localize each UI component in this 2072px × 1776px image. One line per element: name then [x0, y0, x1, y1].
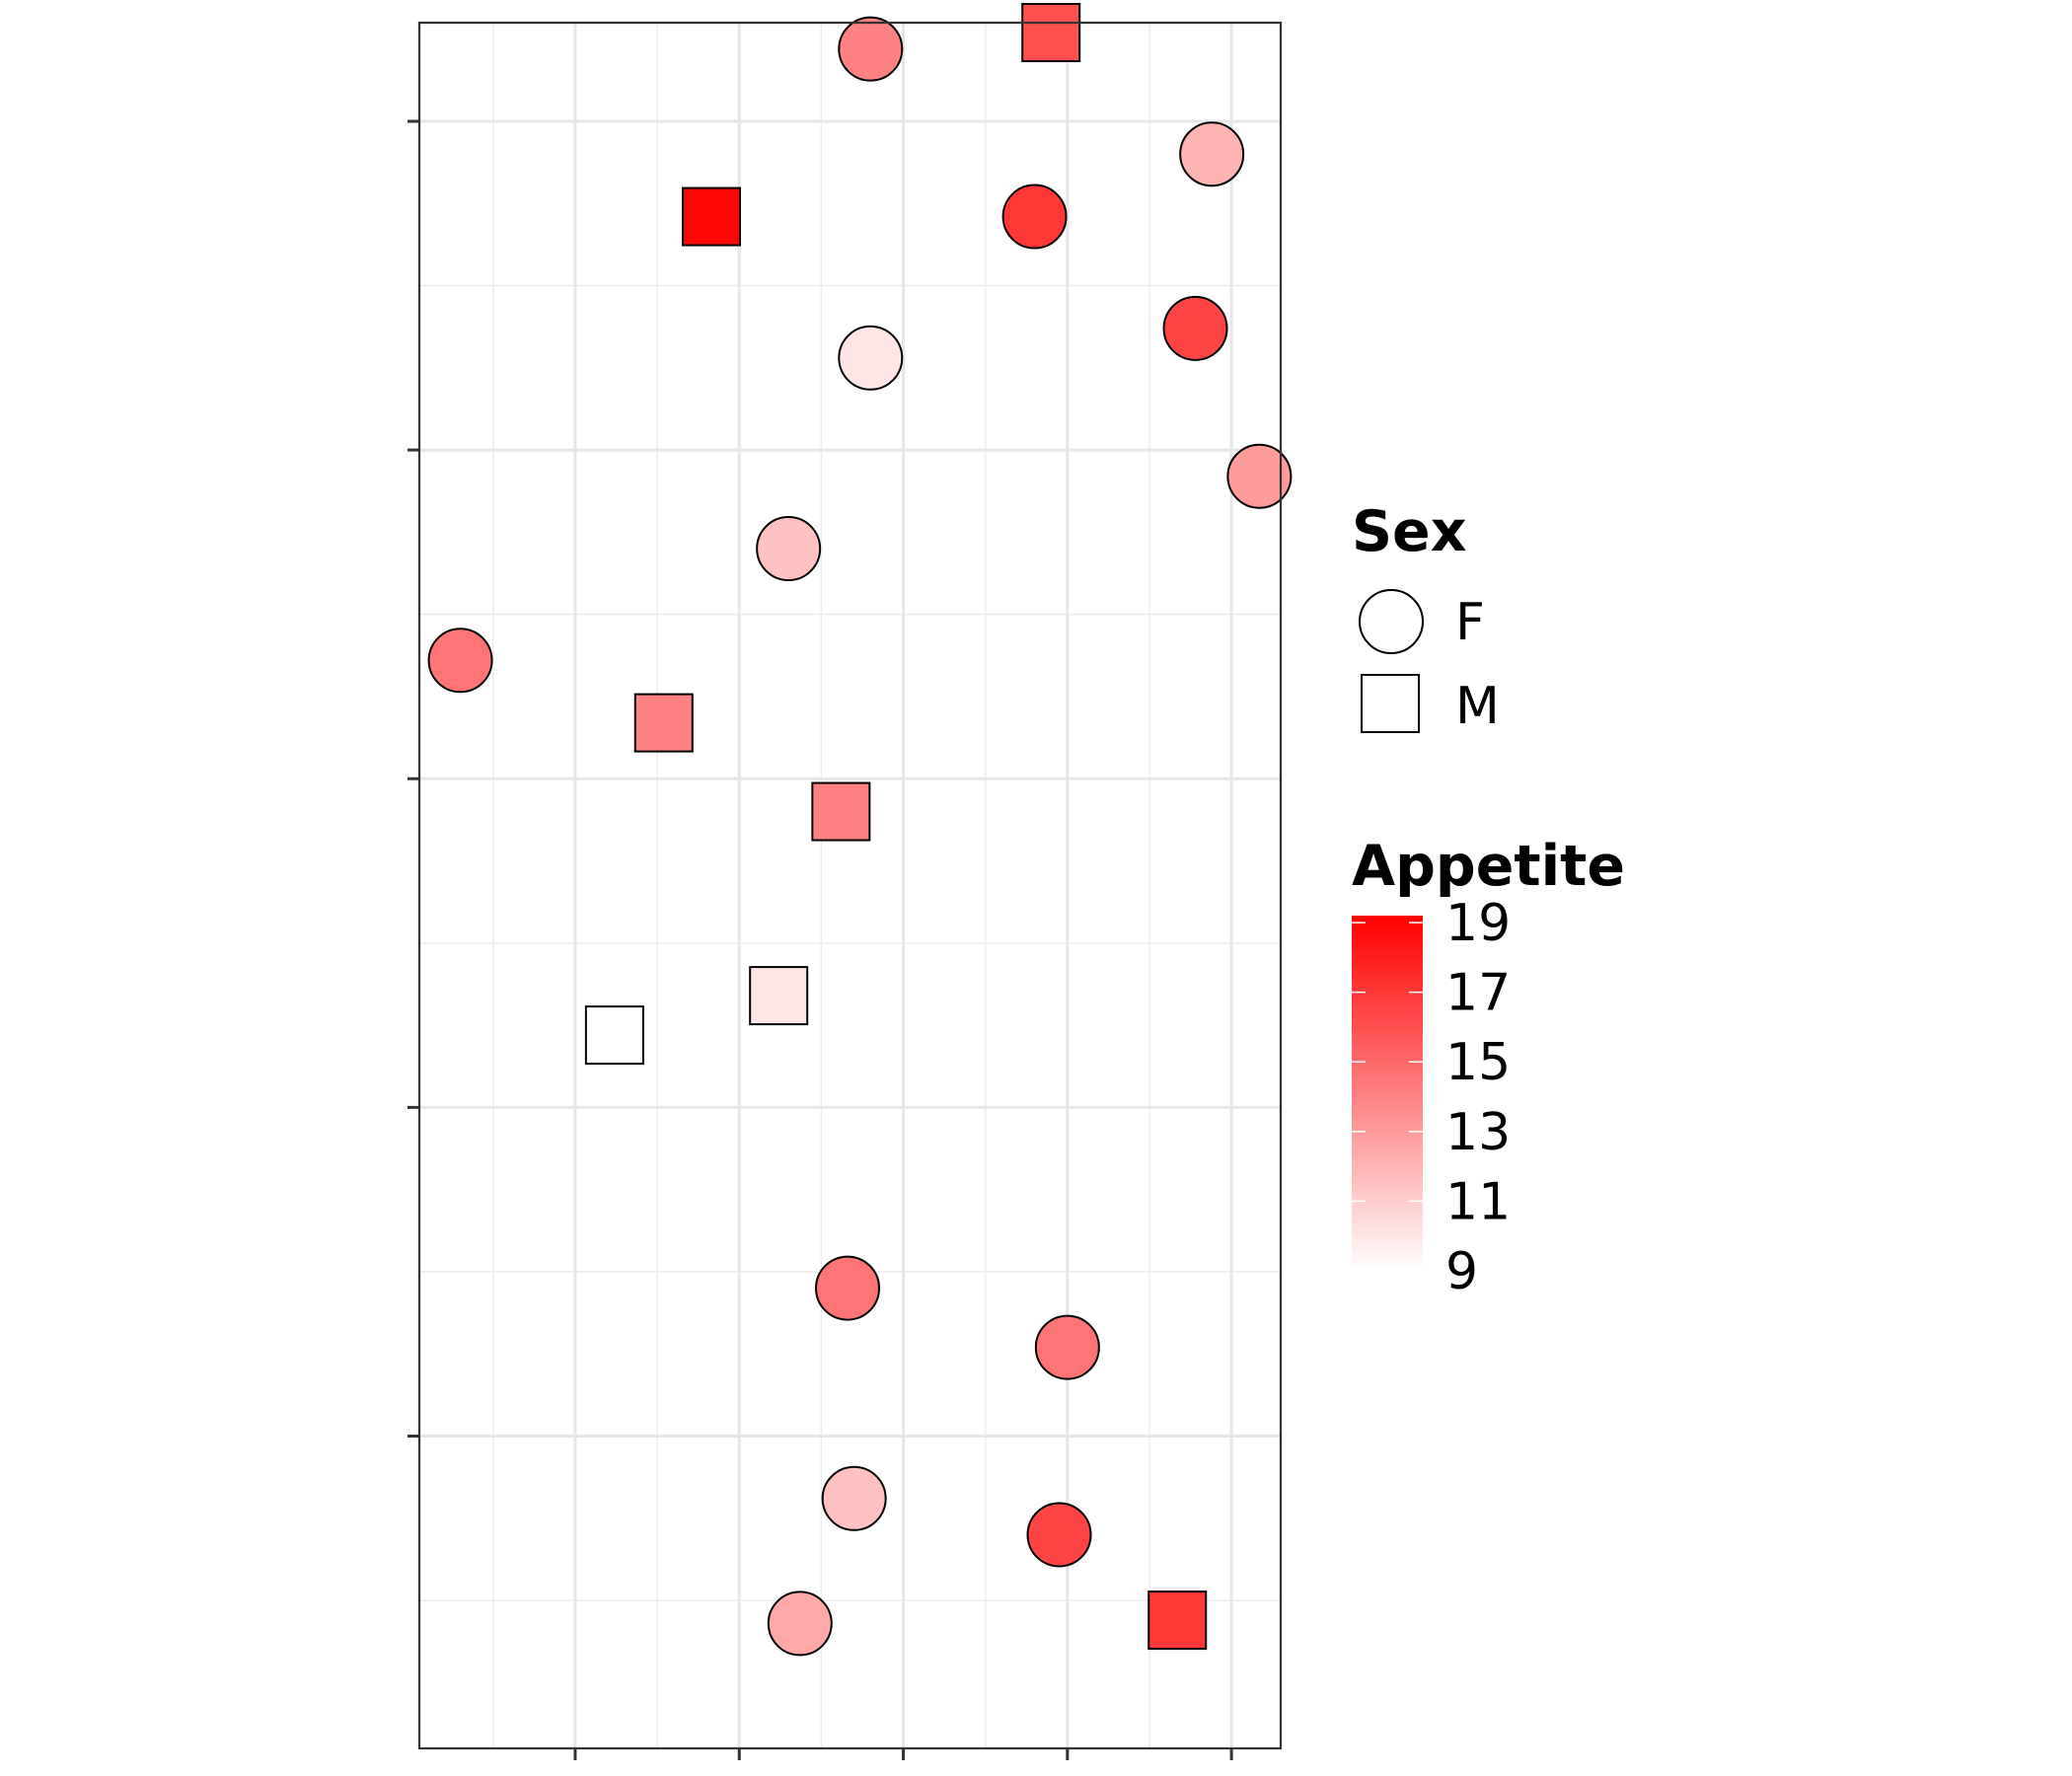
- shape-legend-title: Sex: [1352, 499, 1466, 564]
- color-legend-colorbar: [1352, 916, 1423, 1271]
- grid-lines: [419, 23, 1281, 1748]
- plot-panel-background: [419, 23, 1281, 1748]
- data-point-circle: [1162, 295, 1228, 361]
- colorbar-label: 15: [1445, 1033, 1511, 1092]
- data-point-square: [633, 693, 694, 753]
- data-point-circle: [1026, 1502, 1092, 1568]
- data-point-circle: [838, 16, 904, 82]
- data-point-circle: [838, 325, 904, 391]
- shape-legend: Sex F M: [1352, 499, 1500, 736]
- data-points: [427, 2, 1293, 1657]
- data-point-circle: [1034, 1314, 1100, 1380]
- colorbar-label: 11: [1445, 1172, 1511, 1231]
- colorbar-label: 17: [1445, 964, 1511, 1023]
- legend-key-circle-icon: [1359, 589, 1424, 654]
- data-point-circle: [1179, 121, 1245, 187]
- data-point-square: [1021, 2, 1081, 62]
- data-point-circle: [821, 1465, 887, 1531]
- colorbar-label: 19: [1445, 894, 1511, 953]
- shape-legend-label-f: F: [1455, 593, 1485, 652]
- color-legend-ticks: [1352, 922, 1423, 1272]
- color-legend-title: Appetite: [1352, 834, 1625, 899]
- plot-panel-border: [417, 21, 1283, 1750]
- data-point-square: [1147, 1591, 1208, 1651]
- colorbar-label: 13: [1445, 1103, 1511, 1162]
- legend-key-square-icon: [1361, 674, 1420, 733]
- shape-legend-label-m: M: [1455, 677, 1500, 736]
- data-point-square: [681, 186, 741, 247]
- colorbar-label: 9: [1445, 1242, 1478, 1301]
- data-point-circle: [1001, 184, 1068, 250]
- color-legend-labels: 9 11 13 15 17 19: [1445, 894, 1511, 1301]
- data-point-circle: [427, 628, 493, 694]
- data-point-circle: [767, 1591, 833, 1657]
- data-point-circle: [1226, 443, 1293, 509]
- data-point-circle: [815, 1255, 881, 1321]
- data-point-square: [749, 966, 809, 1026]
- data-point-circle: [756, 516, 822, 582]
- color-legend: Appetite 9 11 13 15 17 19: [1352, 834, 1625, 1301]
- data-point-square: [584, 1005, 644, 1066]
- axis-ticks: [407, 119, 1233, 1760]
- data-point-square: [811, 781, 871, 842]
